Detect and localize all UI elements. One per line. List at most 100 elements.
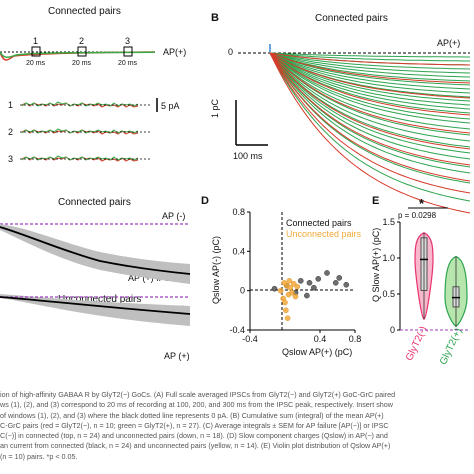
panel-a-window-box-1 (31, 46, 41, 57)
panel-b-curve (269, 52, 471, 202)
panel-a-ap-label: AP(+) (163, 47, 187, 57)
panel-e-violins (414, 232, 468, 328)
panel-d-ytick-label: -0.4 (229, 325, 245, 335)
panel-d-legend-unconnected: Unconnected pairs (286, 229, 362, 239)
panel-a-row-label-3: 3 (8, 154, 14, 164)
panel-b-curve (269, 52, 471, 120)
panel-b-letter: B (211, 12, 219, 24)
panel-b-curve (269, 52, 471, 166)
panel-a-window-box-2 (77, 46, 87, 57)
panel-e-ytick-label: 0.5 (382, 289, 395, 299)
panel-a-window-trace-1 (20, 101, 150, 108)
panel-b-zero-label: 0 (228, 47, 234, 57)
panel-b-curve (269, 52, 471, 110)
panel-b-curve (269, 52, 471, 160)
panel-d-legend-connected: Connected pairs (286, 218, 352, 228)
panel-c-top-title: Connected pairs (58, 197, 131, 208)
panel-d-ytick-label: 0.8 (232, 207, 245, 217)
panel-d-point-connected (336, 275, 343, 281)
panel-d-points (271, 270, 350, 322)
panel-d-point-unconnected (292, 293, 299, 300)
panel-a-traces (0, 46, 156, 61)
panel-a-scalebar-label: 5 pA (161, 101, 180, 111)
panel-a-row-label-1: 1 (8, 100, 14, 110)
panel-d-xtick-label: -0.4 (242, 334, 258, 344)
panel-d-ticks: 0.8 0.4 0 -0.4-0.4 0.4 0.8 (229, 207, 361, 344)
panel-b-curve (269, 52, 471, 150)
panel-d-point-connected (304, 292, 310, 299)
panel-a-row-label-2: 2 (8, 127, 14, 137)
panel-a-window-trace-3 (20, 155, 150, 162)
panel-d-point-unconnected (281, 279, 287, 286)
panel-d-point-connected (332, 279, 339, 286)
panel-c-bottom-title: Unconnected pairs (58, 294, 142, 305)
panel-a-window-duration-3: 20 ms (118, 60, 138, 67)
panel-b-curve (269, 52, 471, 142)
panel-b-curve (269, 52, 471, 86)
panel-b-curve (269, 52, 471, 134)
panel-d-point-connected (271, 285, 278, 292)
panel-b-curve (269, 52, 471, 94)
panel-b-curve (269, 52, 471, 154)
panel-e-significance: * (419, 196, 425, 211)
panel-b-title: Connected pairs (315, 13, 388, 24)
panel-d-letter: D (201, 195, 209, 207)
panel-b-curve (269, 52, 471, 114)
panel-d-point-connected (311, 284, 317, 291)
panel-e-ytick-label: 1.0 (382, 253, 395, 263)
caption-line: C(−)] in connected (top, n = 24) and unc… (0, 431, 388, 441)
caption-line: (n = 10) pairs. *p < 0.05. (0, 451, 78, 461)
caption-line: of windows (1), (2), and (3) where the b… (0, 410, 384, 420)
panel-d-point-unconnected (286, 278, 293, 284)
panel-b-curve (269, 52, 471, 194)
panel-b-curve (269, 52, 470, 58)
panel-a-window-box-3 (123, 46, 133, 57)
panel-d-point-unconnected (284, 315, 291, 322)
panel-b-curve (269, 52, 471, 136)
caption-line: an current from connected (black, n = 24… (0, 441, 391, 451)
panel-b-curve (269, 52, 470, 62)
panel-a-window-label-1: 1 (33, 36, 39, 46)
panel-d-ytick-label: 0.4 (232, 246, 245, 256)
panel-d-point-connected (315, 276, 322, 282)
panel-d-point-connected (306, 279, 313, 286)
panel-d-xlabel: Qslow AP(+) (pC) (282, 347, 353, 357)
panel-c-traces (0, 223, 191, 326)
panel-b-curve (269, 52, 471, 82)
panel-c-bottom-ap-plus: AP (+) (164, 351, 190, 361)
panel-b-curve (269, 52, 471, 70)
panel-d-point-unconnected (277, 287, 284, 294)
panel-e-ytick-label: 0 (390, 325, 395, 335)
panel-b-curve (269, 52, 471, 214)
panel-a-window-label-3: 3 (125, 36, 131, 46)
panel-b-curve (269, 52, 471, 124)
panel-a-window-label-2: 2 (79, 36, 85, 46)
panel-d-point-unconnected (294, 283, 301, 290)
panel-a-window-duration-2: 20 ms (72, 60, 92, 67)
panel-b-curve (269, 52, 471, 84)
figure-caption: ion of high-affinity GABAA R by GlyT2(−)… (0, 390, 474, 474)
panel-a-window-trace-2 (20, 128, 150, 135)
panel-d-point-unconnected (289, 289, 295, 296)
panel-a-trace-glyt2-plus (0, 51, 156, 58)
panel-c-bottom-mean-trace (0, 296, 191, 315)
panel-d-ytick-label: 0 (240, 286, 245, 296)
panel-b-curve (269, 52, 471, 106)
panel-e-letter: E (372, 195, 380, 207)
panel-b-curve (269, 52, 471, 102)
panel-e-pvalue: p = 0.0298 (398, 211, 437, 220)
panel-a-window-duration-1: 20 ms (26, 60, 46, 67)
panel-b-scale-x-label: 100 ms (233, 151, 263, 161)
caption-line: C-GrC pairs (red = GlyT2(−), n = 10; gre… (0, 420, 389, 430)
panel-b-curve (269, 52, 471, 116)
panel-b-curve (269, 52, 471, 90)
panel-e-ytick-label: 1.5 (382, 217, 395, 227)
panel-a-window-traces (20, 98, 158, 162)
panel-d-point-unconnected (282, 299, 288, 306)
panel-b-curve (269, 52, 471, 148)
panel-d-point-connected (297, 278, 304, 284)
panel-b-curve (269, 52, 471, 174)
panel-b-curve (269, 52, 471, 66)
